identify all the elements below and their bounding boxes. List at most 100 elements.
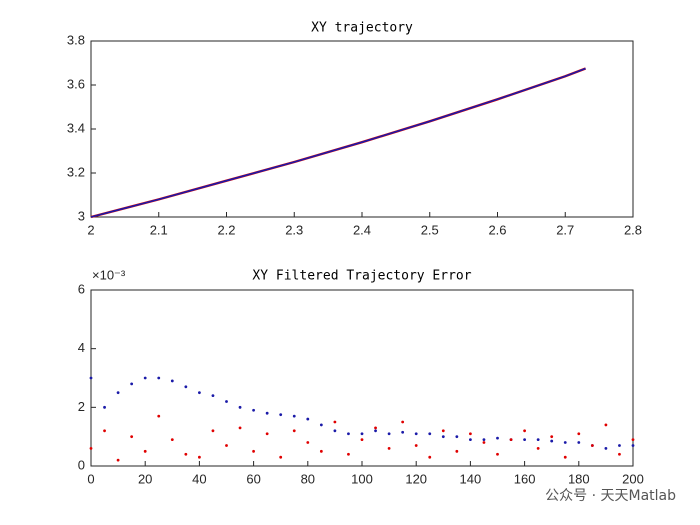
point [306, 417, 310, 421]
y-tick-label: 0 [78, 457, 85, 472]
y-tick-label: 3.4 [67, 120, 85, 135]
point [577, 432, 581, 436]
point [509, 438, 513, 441]
point [469, 438, 472, 441]
point [496, 452, 499, 456]
point [631, 438, 635, 441]
point [252, 449, 256, 453]
y-tick-label: 4 [78, 340, 85, 355]
point [157, 376, 161, 380]
point [469, 432, 472, 436]
point [252, 408, 256, 412]
point [103, 405, 106, 409]
x-tick-label: 60 [246, 471, 260, 486]
point [441, 429, 445, 433]
point [387, 447, 391, 450]
point [103, 429, 106, 433]
x-tick-label: 2.7 [556, 222, 574, 237]
point [441, 435, 445, 439]
point [279, 413, 283, 417]
point [563, 441, 567, 444]
point [523, 429, 526, 433]
point [482, 438, 486, 441]
x-tick-label: 140 [460, 471, 482, 486]
point [198, 391, 201, 395]
point [130, 435, 134, 439]
axes-box [90, 40, 634, 218]
point [130, 382, 134, 386]
point [563, 455, 567, 459]
x-tick-label: 2.4 [353, 222, 371, 237]
point [319, 423, 323, 427]
point [387, 432, 391, 436]
point [265, 432, 269, 436]
y-tick-label: 2 [78, 399, 85, 414]
point [170, 438, 174, 441]
point [238, 426, 242, 430]
point [143, 449, 147, 453]
point [577, 441, 581, 444]
x-tick-label: 2.6 [488, 222, 506, 237]
point [428, 432, 432, 436]
point [360, 432, 364, 436]
point [143, 376, 147, 380]
point [550, 439, 554, 443]
point [265, 411, 269, 415]
point [374, 429, 377, 433]
point [360, 438, 364, 441]
watermark: 公众号 · 天天Matlab [545, 488, 676, 504]
point [618, 452, 621, 456]
point [428, 455, 432, 459]
point [374, 426, 377, 430]
x-tick-label: 40 [192, 471, 206, 486]
point [170, 379, 174, 383]
x-tick-label: 200 [622, 471, 644, 486]
x-tick-label: 2.1 [150, 222, 168, 237]
point [184, 385, 188, 389]
chart-title: XY Filtered Trajectory Error [252, 269, 471, 284]
x-tick-label: 180 [568, 471, 590, 486]
point [319, 449, 323, 453]
point [211, 429, 215, 433]
point [89, 376, 93, 380]
point [631, 444, 635, 447]
y-tick-label: 3.6 [67, 76, 85, 91]
point [550, 435, 554, 439]
point [292, 429, 296, 433]
point [523, 438, 526, 441]
point [333, 429, 337, 433]
x-tick-label: 0 [87, 471, 94, 486]
point [455, 449, 459, 453]
point [604, 423, 608, 427]
point [414, 444, 418, 447]
point [401, 420, 405, 424]
point [496, 436, 499, 440]
point [306, 441, 310, 444]
point [225, 444, 228, 447]
point [536, 438, 540, 441]
x-tick-label: 2.3 [285, 222, 303, 237]
point [292, 414, 296, 418]
point [225, 400, 228, 403]
point [455, 435, 459, 439]
x-tick-label: 2.2 [217, 222, 235, 237]
point [116, 458, 120, 462]
point [89, 447, 93, 450]
point [536, 447, 540, 450]
x-tick-label: 2.8 [624, 222, 642, 237]
x-tick-label: 80 [301, 471, 315, 486]
point [401, 430, 405, 434]
point [590, 444, 594, 447]
point [279, 455, 283, 459]
point [157, 414, 161, 418]
y-tick-label: 6 [78, 281, 85, 296]
point [211, 394, 215, 397]
point [184, 452, 188, 456]
x-tick-label: 20 [138, 471, 152, 486]
chart-title: XY trajectory [311, 21, 413, 36]
trajectory-line [90, 67, 587, 219]
x-tick-label: 120 [405, 471, 427, 486]
y-tick-label: 3 [78, 208, 85, 223]
y-tick-label: 3.2 [67, 164, 85, 179]
